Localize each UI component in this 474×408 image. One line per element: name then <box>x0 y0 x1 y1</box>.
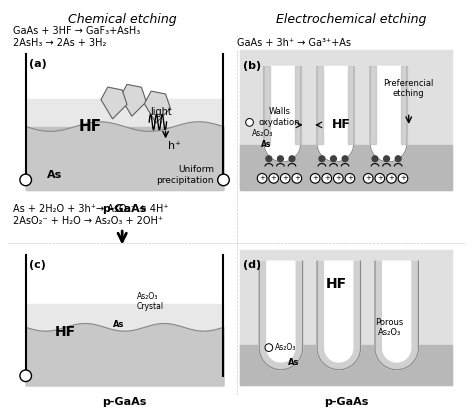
Polygon shape <box>325 261 353 362</box>
Text: HF: HF <box>79 119 102 134</box>
Circle shape <box>257 173 267 183</box>
Circle shape <box>334 173 343 183</box>
Bar <box>26 126 224 190</box>
Text: HF: HF <box>326 277 347 291</box>
Bar <box>240 345 452 386</box>
Circle shape <box>364 173 373 183</box>
Text: Walls
oxydation: Walls oxydation <box>259 107 300 127</box>
Polygon shape <box>259 261 302 370</box>
Text: (d): (d) <box>243 260 261 270</box>
Polygon shape <box>375 261 419 370</box>
Circle shape <box>266 156 272 162</box>
Circle shape <box>398 173 408 183</box>
Circle shape <box>342 156 348 162</box>
Polygon shape <box>101 87 127 119</box>
Polygon shape <box>264 67 301 162</box>
Polygon shape <box>317 261 361 370</box>
Text: GaAs + 3HF → GaF₃+AsH₃: GaAs + 3HF → GaF₃+AsH₃ <box>13 27 140 36</box>
Text: +: + <box>283 175 288 181</box>
Circle shape <box>387 173 396 183</box>
Text: GaAs + 3h⁺ → Ga³⁺+As: GaAs + 3h⁺ → Ga³⁺+As <box>237 38 351 48</box>
Text: Electrochemical etching: Electrochemical etching <box>276 13 426 26</box>
Text: (a): (a) <box>28 59 46 69</box>
Polygon shape <box>370 67 407 162</box>
Text: As₂O₃
Crystal: As₂O₃ Crystal <box>137 292 164 311</box>
Bar <box>240 50 452 190</box>
Polygon shape <box>317 67 323 144</box>
Circle shape <box>281 173 290 183</box>
Polygon shape <box>259 261 302 370</box>
Bar <box>240 251 452 386</box>
Text: 2AsH₃ → 2As + 3H₂: 2AsH₃ → 2As + 3H₂ <box>13 38 107 48</box>
Polygon shape <box>120 84 146 116</box>
Text: As: As <box>47 170 62 180</box>
Bar <box>26 99 224 190</box>
Bar <box>240 145 452 190</box>
Circle shape <box>277 156 283 162</box>
Polygon shape <box>145 91 171 123</box>
Circle shape <box>246 119 254 126</box>
Text: +: + <box>271 175 277 181</box>
Polygon shape <box>267 261 295 362</box>
Text: +: + <box>324 175 330 181</box>
Text: 2AsO₂⁻ + H₂O → As₂O₃ + 2OH⁺: 2AsO₂⁻ + H₂O → As₂O₃ + 2OH⁺ <box>13 215 163 226</box>
Text: Porous
As₂O₃: Porous As₂O₃ <box>375 318 403 337</box>
Text: As₂O₃: As₂O₃ <box>274 343 296 352</box>
Polygon shape <box>348 67 354 144</box>
Circle shape <box>330 156 337 162</box>
Polygon shape <box>370 67 376 144</box>
Circle shape <box>322 173 331 183</box>
Text: +: + <box>347 175 353 181</box>
Text: (b): (b) <box>243 61 261 71</box>
Text: Uniform
precipitation: Uniform precipitation <box>156 165 214 185</box>
Text: As: As <box>112 320 124 329</box>
Text: light: light <box>150 107 172 117</box>
Text: HF: HF <box>55 325 76 339</box>
Text: +: + <box>294 175 300 181</box>
Polygon shape <box>383 261 410 362</box>
Text: +: + <box>365 175 371 181</box>
Circle shape <box>383 156 390 162</box>
Text: +: + <box>336 175 341 181</box>
Text: (c): (c) <box>28 260 46 270</box>
Text: +: + <box>377 175 383 181</box>
Text: As: As <box>261 140 272 149</box>
Circle shape <box>269 173 279 183</box>
Polygon shape <box>295 67 301 144</box>
Text: +: + <box>389 175 394 181</box>
Text: HF: HF <box>331 118 350 131</box>
Text: p-GaAs: p-GaAs <box>102 397 146 407</box>
Bar <box>26 304 224 386</box>
Circle shape <box>375 173 384 183</box>
Circle shape <box>372 156 378 162</box>
Polygon shape <box>375 261 419 370</box>
Circle shape <box>265 344 273 351</box>
Text: +: + <box>312 175 318 181</box>
Circle shape <box>218 174 229 186</box>
Text: As: As <box>288 358 300 367</box>
Text: p-GaAs: p-GaAs <box>324 397 368 407</box>
Circle shape <box>289 156 295 162</box>
Text: As₂O₃: As₂O₃ <box>252 129 273 138</box>
Polygon shape <box>317 67 354 162</box>
Circle shape <box>20 174 31 186</box>
Circle shape <box>292 173 301 183</box>
Polygon shape <box>401 67 407 144</box>
Text: Preferencial
etching: Preferencial etching <box>383 79 434 98</box>
Polygon shape <box>264 67 270 144</box>
Text: As + 2H₂O + 3h⁺→ AsO₂⁻ + 4H⁺: As + 2H₂O + 3h⁺→ AsO₂⁻ + 4H⁺ <box>13 204 169 214</box>
Text: p-GaAs: p-GaAs <box>102 204 146 214</box>
Text: h⁺: h⁺ <box>167 141 181 151</box>
Text: Chemical etching: Chemical etching <box>68 13 176 26</box>
Circle shape <box>319 156 325 162</box>
Text: +: + <box>259 175 265 181</box>
Bar <box>26 331 224 386</box>
Circle shape <box>395 156 401 162</box>
Text: +: + <box>400 175 406 181</box>
Circle shape <box>20 370 31 381</box>
Circle shape <box>345 173 355 183</box>
Polygon shape <box>317 261 361 370</box>
Circle shape <box>310 173 320 183</box>
